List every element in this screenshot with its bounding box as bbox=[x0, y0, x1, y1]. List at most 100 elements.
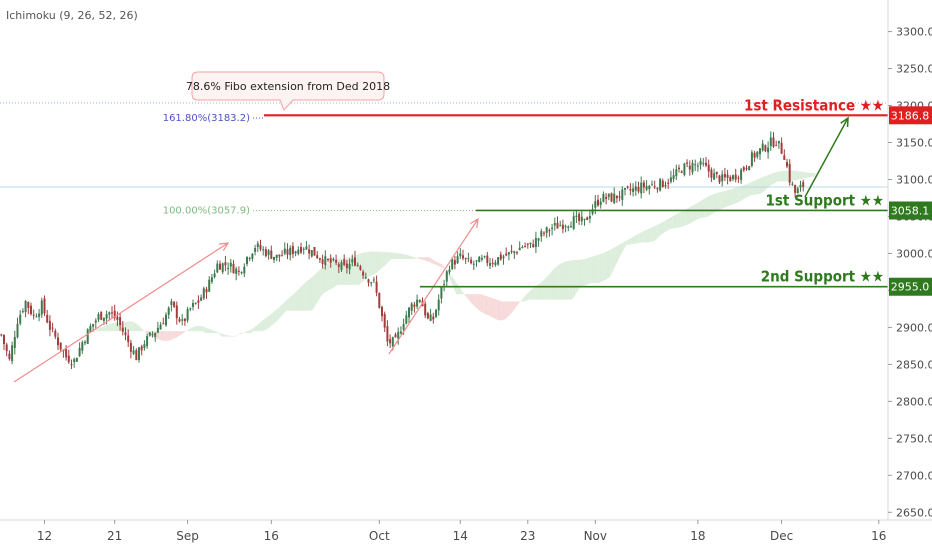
candle-body bbox=[613, 193, 616, 204]
candle-body bbox=[70, 364, 73, 366]
candle-body bbox=[634, 186, 637, 191]
candle-body bbox=[621, 189, 624, 200]
candle-body bbox=[170, 301, 173, 306]
candle-body bbox=[46, 314, 49, 323]
cloud-segment bbox=[91, 331, 95, 335]
candle-body bbox=[667, 182, 670, 184]
candle-body bbox=[351, 259, 354, 263]
candle-body bbox=[497, 257, 500, 265]
candle-body bbox=[588, 215, 591, 219]
candle-body bbox=[127, 335, 130, 343]
candle-body bbox=[67, 355, 70, 363]
cloud-segment bbox=[229, 335, 233, 337]
candle-body bbox=[232, 263, 235, 274]
projection-arrow bbox=[804, 117, 849, 198]
candle-body bbox=[699, 160, 702, 165]
candle-body bbox=[567, 226, 570, 228]
candle-body bbox=[13, 336, 16, 349]
trend-arrow-aug-head bbox=[218, 242, 230, 252]
candle-body bbox=[116, 316, 119, 321]
cloud-segment bbox=[785, 170, 789, 182]
level-label: 1st Support ★★ bbox=[766, 191, 885, 209]
candle-body bbox=[702, 163, 705, 165]
candle-body bbox=[181, 319, 184, 321]
candle-body bbox=[435, 309, 437, 317]
y-tick-label: 3000.0 bbox=[896, 247, 932, 260]
candle-body bbox=[707, 164, 710, 172]
candle-body bbox=[86, 329, 89, 344]
candle-body bbox=[175, 305, 178, 319]
cloud-segment bbox=[764, 175, 767, 192]
candle-body bbox=[189, 308, 192, 310]
cloud-segment bbox=[529, 289, 532, 300]
callout-text: 78.6% Fibo extension from Ded 2018 bbox=[186, 80, 390, 93]
level-badge bbox=[889, 201, 932, 220]
cloud-segment bbox=[264, 317, 268, 331]
cloud-segment bbox=[631, 235, 635, 245]
candle-body bbox=[548, 230, 551, 232]
candle-body bbox=[389, 339, 392, 344]
candle-body bbox=[551, 227, 554, 230]
candle-body bbox=[713, 173, 716, 180]
candle-body bbox=[543, 232, 545, 234]
candle-body bbox=[381, 306, 383, 317]
candle-body bbox=[316, 255, 319, 259]
candle-body bbox=[632, 188, 635, 193]
cloud-segment bbox=[467, 294, 470, 302]
candle-body bbox=[691, 162, 694, 173]
y-tick-label: 3250.0 bbox=[896, 63, 932, 76]
candle-body bbox=[642, 182, 645, 188]
cloud-segment bbox=[513, 301, 516, 312]
cloud-segment bbox=[278, 305, 281, 321]
fib-label: 100.00%(3057.9) bbox=[163, 206, 250, 217]
cloud-segment bbox=[688, 206, 692, 225]
candle-body bbox=[464, 258, 467, 260]
cloud-segment bbox=[94, 329, 98, 332]
cloud-segment bbox=[383, 251, 387, 267]
candle-body bbox=[445, 271, 448, 282]
fibo-callout[interactable]: 78.6% Fibo extension from Ded 2018 bbox=[186, 71, 390, 111]
candle-body bbox=[756, 151, 759, 157]
candle-body bbox=[286, 249, 289, 255]
key-levels: 1st Resistance ★★ 1st Support ★★ 2nd Suppo… bbox=[163, 96, 888, 288]
candle-body bbox=[710, 169, 713, 178]
cloud-segment bbox=[675, 213, 678, 229]
cloud-segment bbox=[402, 253, 405, 259]
candle-body bbox=[275, 254, 278, 258]
candle-body bbox=[750, 152, 753, 167]
candle-body bbox=[605, 196, 608, 199]
cloud-segment bbox=[729, 189, 732, 206]
candle-body bbox=[626, 186, 629, 188]
cloud-segment bbox=[780, 170, 783, 182]
candle-body bbox=[467, 258, 470, 260]
cloud-segment bbox=[564, 261, 567, 300]
indicator-label[interactable]: Ichimoku (9, 26, 52, 26) bbox=[6, 9, 138, 22]
cloud-segment bbox=[291, 293, 295, 311]
cloud-segment bbox=[240, 332, 243, 335]
cloud-segment bbox=[477, 294, 481, 312]
cloud-segment bbox=[723, 190, 727, 209]
callout-bubble bbox=[191, 71, 385, 111]
cloud-segment bbox=[629, 237, 632, 245]
cloud-segment bbox=[502, 301, 505, 321]
candle-body bbox=[246, 256, 248, 265]
candle-body bbox=[537, 238, 540, 241]
cloud-segment bbox=[310, 275, 314, 311]
candle-body bbox=[354, 257, 356, 266]
candle-body bbox=[332, 258, 335, 261]
candle-body bbox=[472, 263, 475, 265]
cloud-segment bbox=[707, 195, 711, 217]
cloud-segment bbox=[218, 332, 222, 337]
cloud-segment bbox=[110, 322, 114, 332]
cloud-segment bbox=[521, 297, 524, 302]
cloud-segment bbox=[793, 170, 797, 181]
cloud-segment bbox=[518, 300, 522, 304]
cloud-segment bbox=[637, 233, 640, 244]
time-axis[interactable]: 12 21 Sep 16 Oct 14 23 Nov 18 Dec 16 bbox=[37, 520, 887, 543]
candle-body bbox=[683, 163, 686, 175]
candle-body bbox=[394, 334, 397, 338]
candle-body bbox=[521, 246, 524, 248]
candle-body bbox=[399, 331, 402, 334]
candle-body bbox=[802, 182, 805, 187]
